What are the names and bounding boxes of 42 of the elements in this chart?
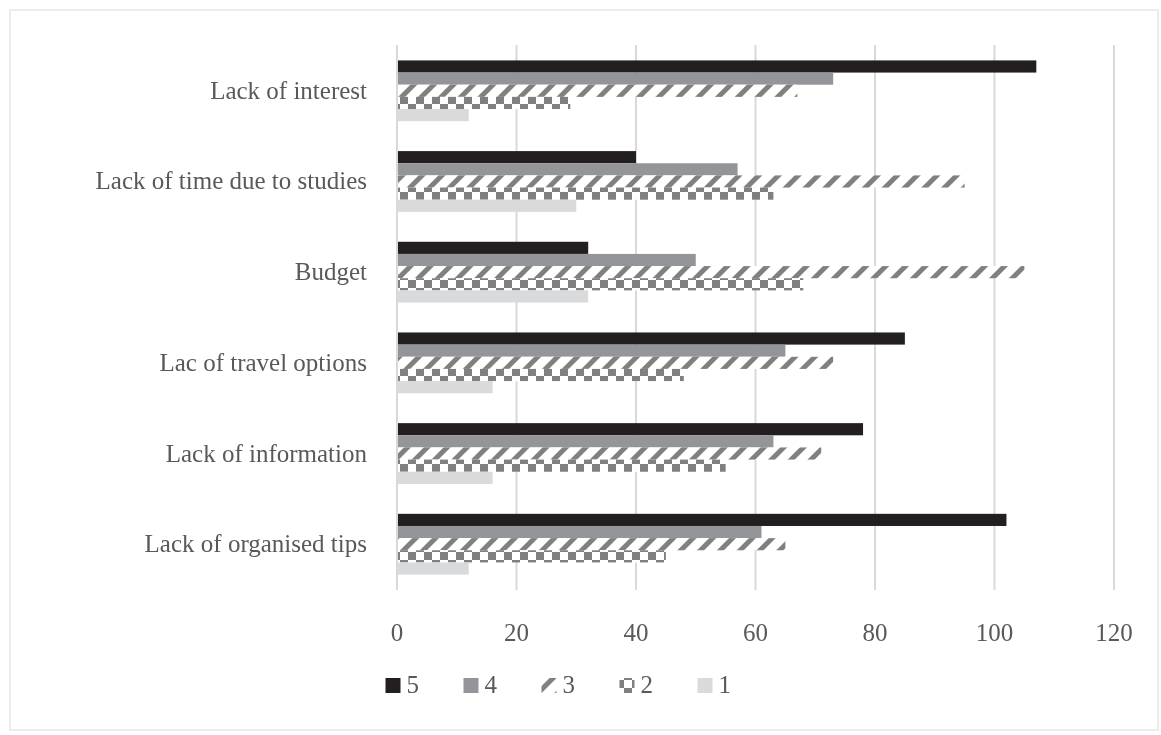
legend-label: 3 — [562, 671, 575, 698]
y-tick-label: Lack of information — [165, 439, 368, 467]
legend-label: 5 — [406, 671, 419, 698]
y-tick-label: Lack of interest — [210, 76, 368, 104]
legend-label: 4 — [484, 671, 498, 698]
bar — [397, 447, 822, 460]
bar — [397, 163, 738, 176]
x-tick-label: 100 — [975, 619, 1014, 646]
y-tick-label: Lack of time due to studies — [95, 167, 367, 195]
bar — [397, 187, 774, 200]
bar — [397, 175, 965, 188]
legend-label: 1 — [718, 671, 731, 698]
bar — [397, 356, 834, 369]
bar — [397, 84, 798, 97]
x-tick-label: 80 — [862, 619, 888, 646]
legend-label: 2 — [640, 671, 653, 698]
y-tick-label: Budget — [294, 258, 368, 286]
bar — [397, 278, 804, 291]
bar — [397, 72, 834, 85]
bar — [397, 423, 864, 436]
bar — [397, 525, 762, 539]
y-tick-label: Lac of travel options — [159, 348, 367, 376]
x-tick-label: 120 — [1095, 619, 1133, 646]
bar — [397, 435, 774, 448]
bar — [397, 344, 786, 357]
bar — [397, 266, 1025, 279]
bar — [397, 368, 684, 382]
y-tick-label: Lack of organised tips — [144, 530, 367, 558]
bar — [397, 550, 666, 563]
bar — [397, 459, 726, 472]
bar — [397, 253, 696, 267]
x-tick-label: 60 — [743, 619, 768, 646]
bar — [397, 241, 589, 254]
bar — [397, 513, 1007, 526]
x-tick-label: 20 — [504, 619, 529, 646]
bar — [397, 151, 636, 164]
bar — [397, 96, 571, 110]
bar — [397, 332, 905, 345]
bar — [397, 60, 1037, 73]
bar — [397, 538, 786, 551]
x-tick-label: 40 — [623, 619, 649, 646]
x-tick-label: 0 — [390, 619, 404, 646]
